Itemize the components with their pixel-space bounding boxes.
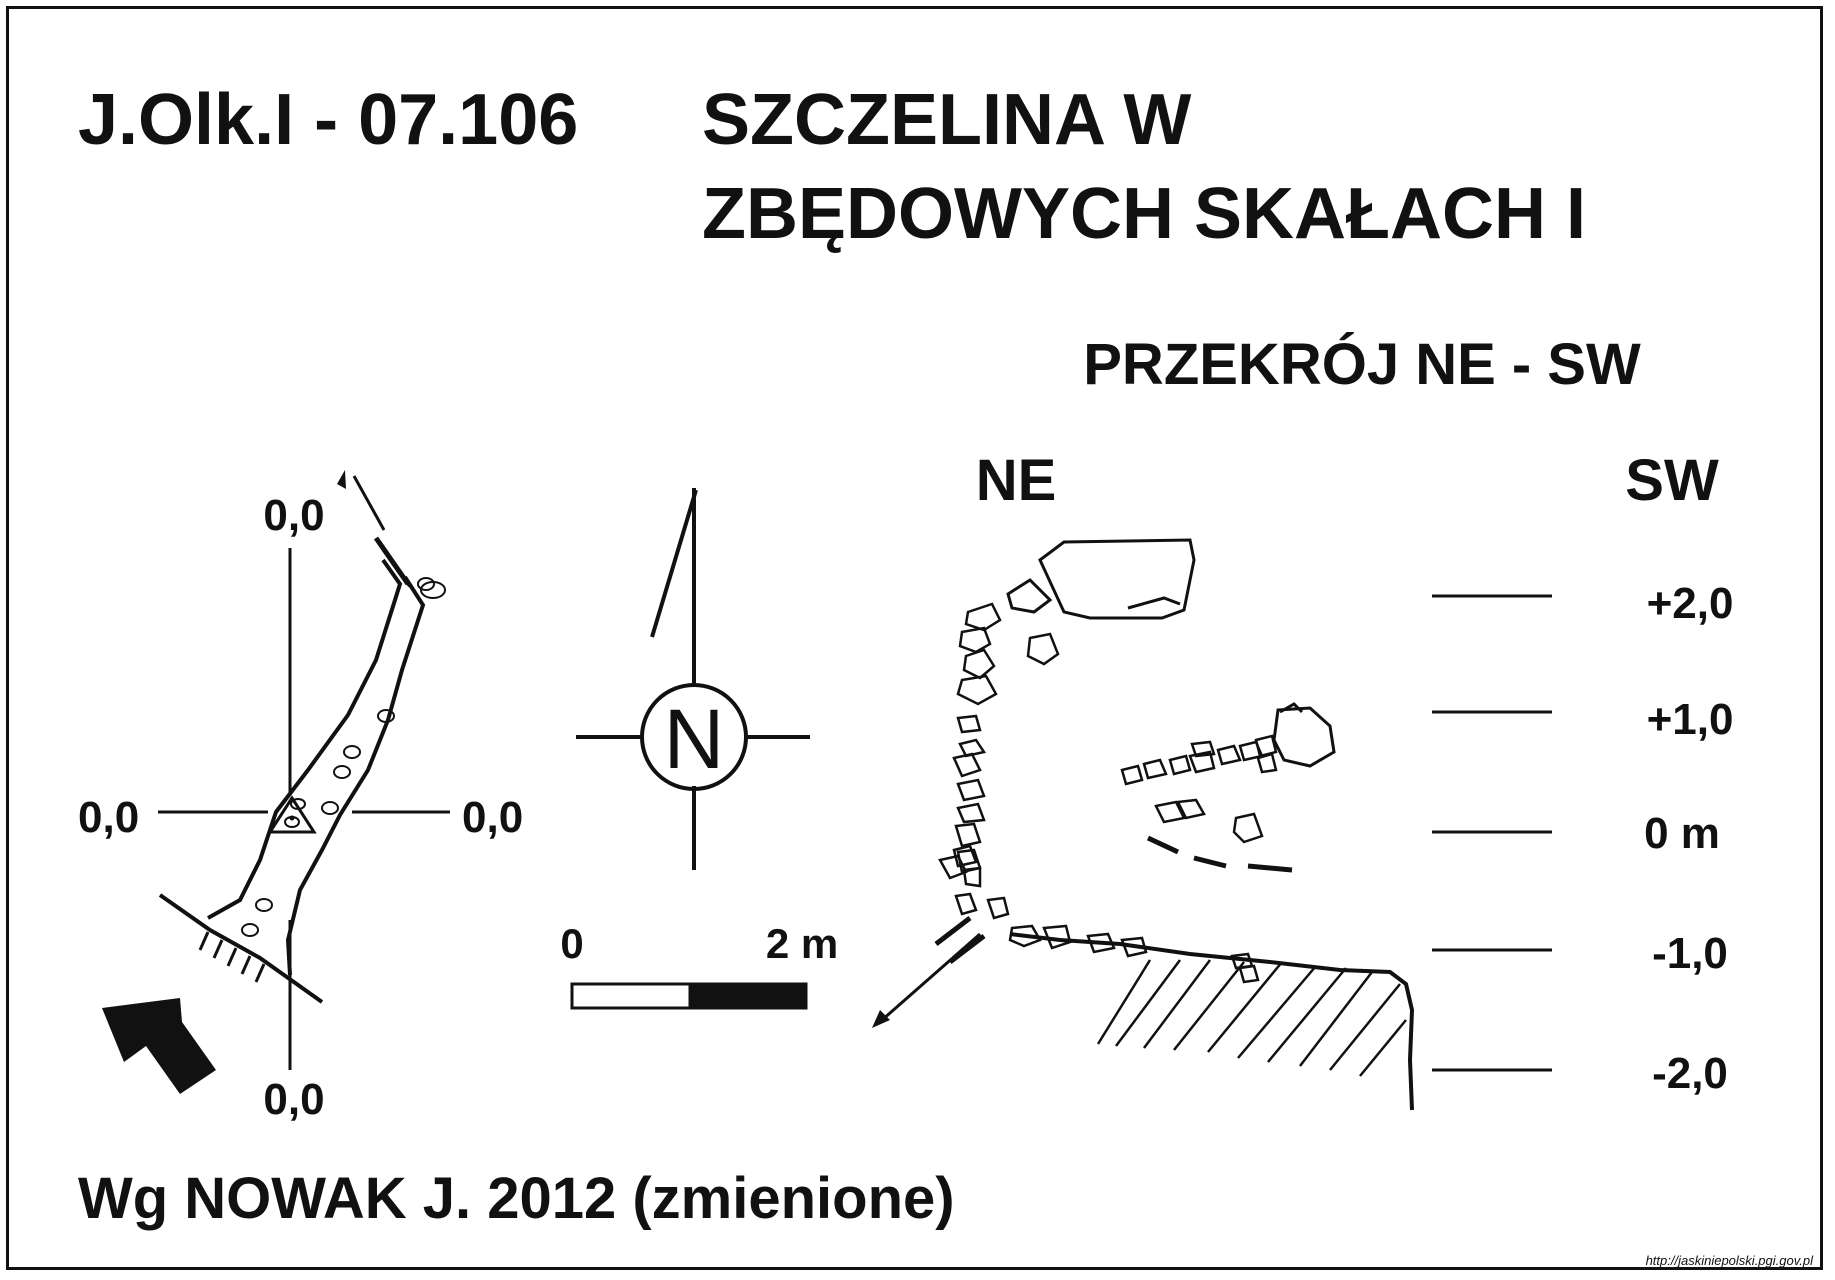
cave-wall-west: [207, 558, 403, 920]
cave-floor-profile: [1009, 932, 1415, 1111]
cave-wall-east: [285, 554, 426, 976]
boulder-upper: [1038, 538, 1196, 620]
level-minus-1: -1,0: [1652, 929, 1728, 978]
section-view: [881, 538, 1415, 1111]
plan-datum-top: 0,0: [263, 491, 324, 540]
plan-datum-bottom: 0,0: [263, 1075, 324, 1124]
slope-hachures: [198, 931, 266, 983]
section-rubble-ne: [938, 602, 1060, 920]
north-letter: N: [664, 692, 725, 786]
section-direction-sw: SW: [1625, 448, 1719, 513]
level-zero: 0 m: [1644, 809, 1720, 858]
section-rubble-middle: [1120, 734, 1278, 844]
level-plus-1: +1,0: [1647, 695, 1734, 744]
section-passage-arrowhead: [872, 1010, 890, 1028]
level-minus-2: -2,0: [1652, 1049, 1728, 1098]
scale-bar: [570, 982, 808, 1010]
north-arrow: [576, 488, 810, 870]
plan-datum-right: 0,0: [462, 793, 523, 842]
level-plus-2: +2,0: [1647, 579, 1734, 628]
scale-end-label: 2 m: [766, 920, 838, 967]
scale-start-label: 0: [560, 920, 583, 967]
boulder-middle: [1272, 706, 1336, 768]
passage-arrowhead: [337, 470, 346, 489]
section-rubble-floor: [1008, 924, 1260, 984]
entrance-direction-icon: [102, 998, 216, 1094]
section-title: PRZEKRÓJ NE - SW: [1083, 332, 1641, 397]
entrance-mark: [373, 536, 411, 586]
section-direction-ne: NE: [976, 448, 1057, 513]
rock-hatching: [1096, 959, 1407, 1077]
passage-arrow-line: [352, 475, 386, 531]
drip-line: [158, 893, 324, 1004]
datum-point-icon: [267, 795, 317, 834]
plan-rubble: [241, 577, 446, 937]
cave-name-line2: ZBĘDOWYCH SKAŁACH I: [702, 174, 1586, 254]
plan-view: [158, 475, 450, 1070]
map-frame: [6, 6, 1823, 1270]
cave-name-line1: SZCZELINA W: [702, 80, 1191, 160]
section-passage-arrow-line: [881, 932, 981, 1022]
cave-code: J.Olk.I - 07.106: [78, 80, 578, 160]
level-ticks: [1432, 594, 1552, 1072]
author-credit: Wg NOWAK J. 2012 (zmienione): [78, 1166, 955, 1231]
source-url[interactable]: http://jaskiniepolski.pgi.gov.pl: [1645, 1253, 1813, 1268]
plan-datum-left: 0,0: [78, 793, 139, 842]
